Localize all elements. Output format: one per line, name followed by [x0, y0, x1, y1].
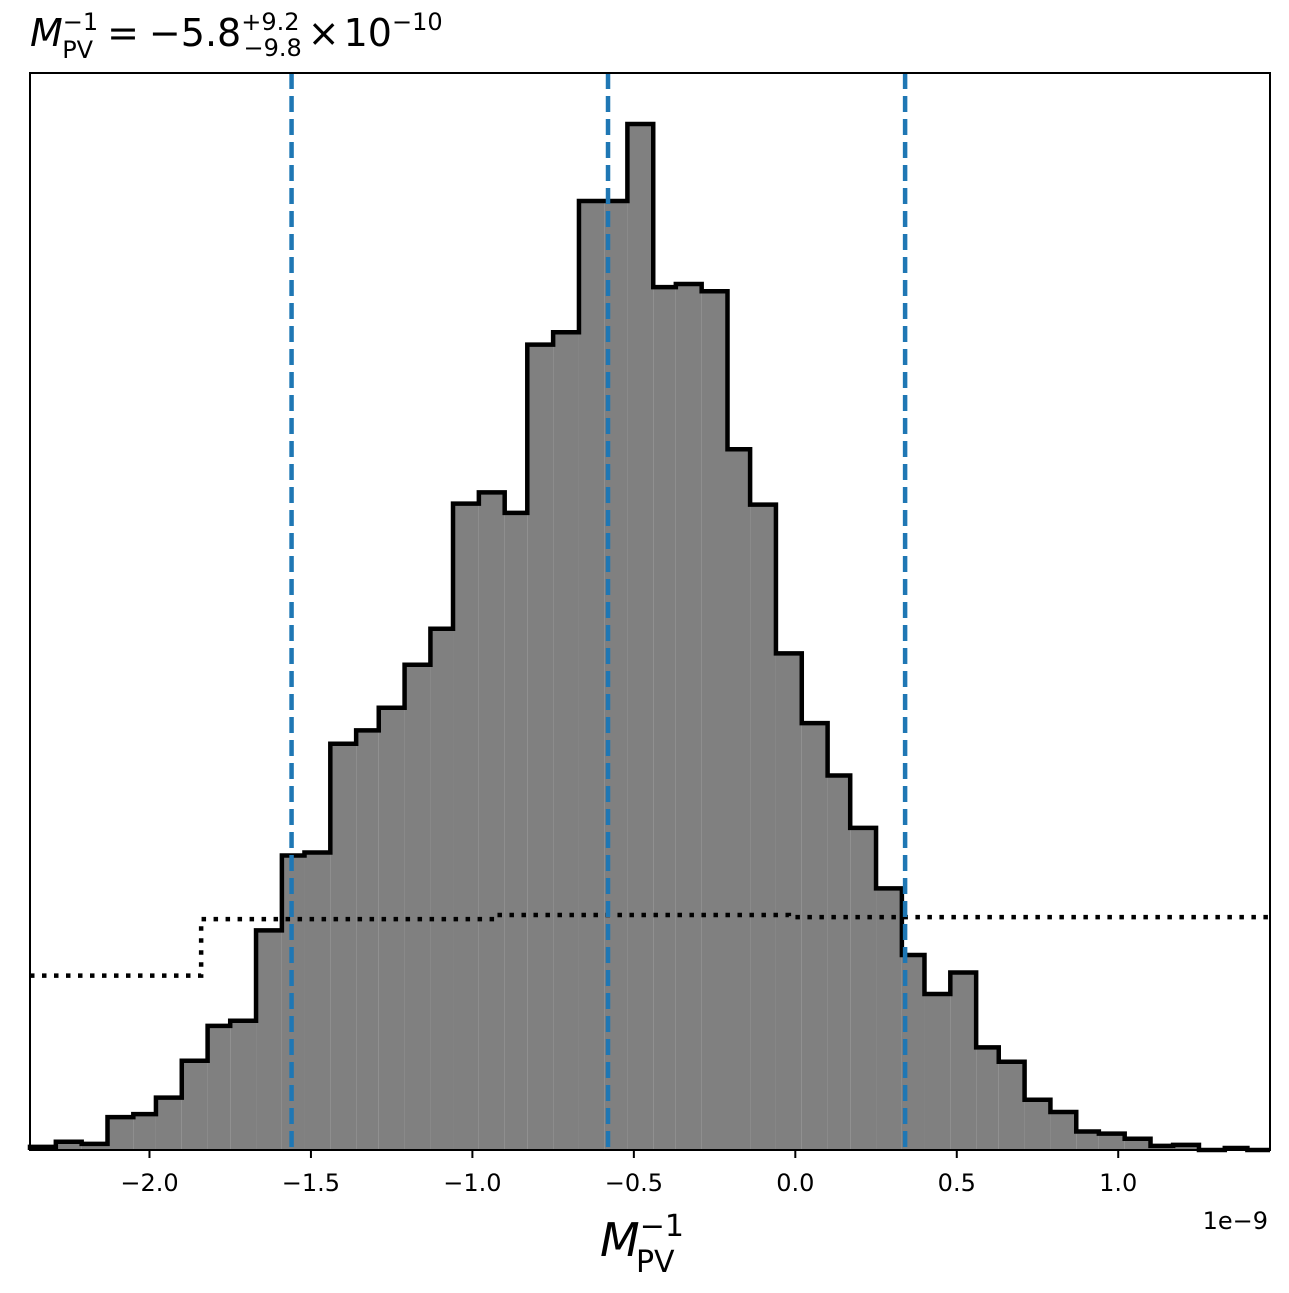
histogram-bar: [356, 730, 379, 1150]
histogram-bar: [330, 743, 357, 1150]
x-tick-label: −1.5: [282, 1169, 340, 1197]
histogram-bar: [504, 512, 528, 1150]
histogram-bar: [727, 449, 751, 1150]
histogram-bar: [701, 291, 728, 1150]
x-axis: −2.0 −1.5 −1.0 −0.5 0.0 0.5 1.0: [120, 1150, 1137, 1197]
histogram-bar: [653, 287, 676, 1150]
histogram-bar: [81, 1143, 108, 1150]
histogram-bar: [378, 707, 405, 1150]
x-axis-label: M−1 PV: [600, 1209, 684, 1280]
histogram-bar: [304, 852, 331, 1150]
x-tick-label: 0.0: [776, 1169, 814, 1197]
histogram-bar: [256, 930, 282, 1150]
histogram-bar: [230, 1020, 257, 1150]
histogram-bar: [207, 1025, 231, 1150]
histogram-bar: [801, 723, 828, 1150]
histogram-bar: [775, 653, 802, 1150]
histogram-bar: [1124, 1138, 1151, 1150]
x-tick-label: −1.0: [443, 1169, 501, 1197]
histogram-outline: [27, 121, 1270, 1153]
x-tick-label: 0.5: [938, 1169, 976, 1197]
chart-title: M−1 PV = −5.8+9.2 −9.8 × 10−10: [30, 8, 443, 64]
x-tick-label: 1.0: [1099, 1169, 1137, 1197]
histogram-bar: [750, 504, 776, 1150]
histogram-bar: [827, 775, 851, 1150]
histogram-bar: [181, 1060, 208, 1150]
histogram-bar: [924, 994, 951, 1150]
histogram-bar: [1076, 1131, 1099, 1150]
x-tick-label: −2.0: [120, 1169, 178, 1197]
histogram-bar: [1024, 1099, 1051, 1150]
prior-line: [30, 912, 1270, 978]
histogram-bar: [1098, 1133, 1125, 1150]
histogram-bar: [1050, 1112, 1077, 1150]
histogram-bar: [604, 200, 628, 1150]
histogram-bar: [675, 284, 702, 1150]
histogram-bar: [976, 1047, 999, 1150]
histogram-bar: [404, 664, 431, 1150]
histogram-bar: [430, 628, 454, 1150]
histogram-bar: [627, 124, 654, 1150]
histogram-bar: [1173, 1144, 1199, 1150]
histogram-bar: [553, 332, 579, 1150]
histogram-bar: [478, 492, 505, 1151]
axes-frame: [29, 72, 1271, 1151]
histogram-bar: [107, 1117, 134, 1150]
x-tick-label: −0.5: [605, 1169, 663, 1197]
histogram-bar: [578, 200, 605, 1150]
histogram-bar: [155, 1097, 182, 1150]
plot-area: [27, 73, 1270, 1153]
histogram-bar: [950, 972, 977, 1150]
histogram-bar: [876, 888, 902, 1150]
histogram-bar: [850, 827, 877, 1150]
x-offset-label: 1e−9: [1203, 1207, 1268, 1235]
histogram-bar: [901, 955, 925, 1150]
histogram-bar: [998, 1061, 1025, 1150]
histogram-bar: [453, 503, 479, 1150]
histogram-bar: [133, 1114, 156, 1150]
histogram-bar: [55, 1141, 82, 1150]
histogram-bar: [527, 344, 554, 1151]
